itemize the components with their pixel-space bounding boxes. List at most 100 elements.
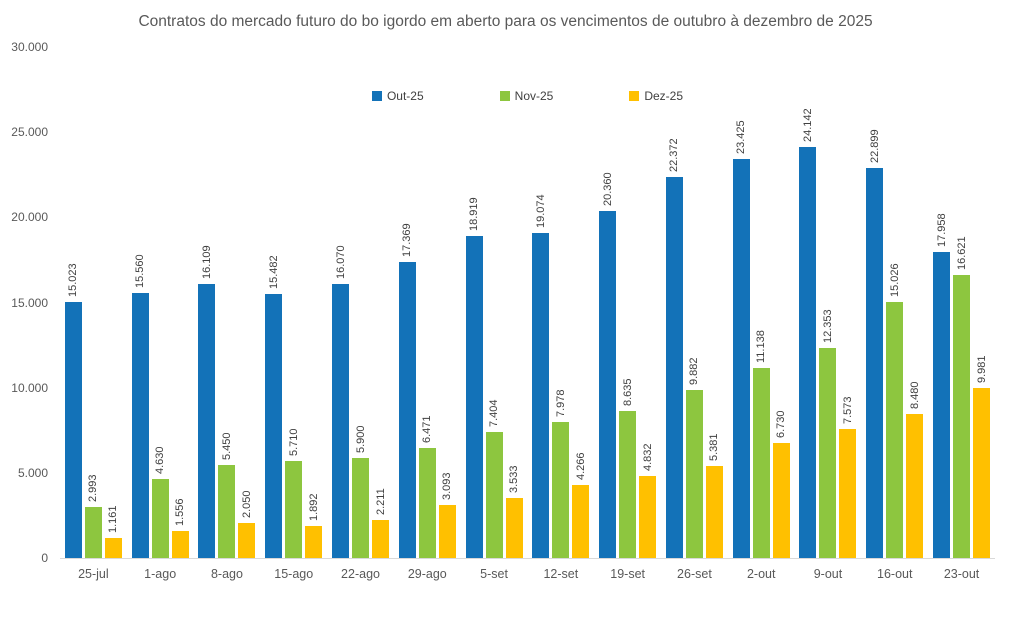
bar-data-label: 2.050 bbox=[240, 490, 253, 518]
bar-data-label: 2.211 bbox=[374, 488, 387, 515]
bar-nov-25-2-out: 11.138 bbox=[752, 330, 770, 558]
bar-data-label: 1.161 bbox=[107, 505, 120, 533]
bar-data-label: 24.142 bbox=[801, 108, 814, 142]
bar-group-26-set: 22.372 9.882 5.381 bbox=[661, 47, 728, 558]
bar-data-label: 16.070 bbox=[334, 245, 347, 279]
bar-data-label: 3.533 bbox=[508, 465, 521, 493]
bar-nov-25-23-out: 16.621 bbox=[953, 236, 971, 558]
bar-nov-25-8-ago: 5.450 bbox=[218, 432, 236, 558]
bar-data-label: 4.832 bbox=[641, 443, 654, 471]
bar-dez-25-12-set: 4.266 bbox=[572, 452, 590, 558]
bar-data-label: 4.266 bbox=[574, 452, 587, 480]
bar-dez-25-22-ago: 2.211 bbox=[372, 488, 390, 558]
bar-data-label: 5.710 bbox=[287, 428, 300, 456]
chart-title: Contratos do mercado futuro do bo igordo… bbox=[138, 13, 873, 30]
x-axis: 25-jul 1-ago 8-ago 15-ago 22-ago 29-ago 5-set 1… bbox=[60, 567, 995, 581]
x-axis-tick-label: 23-out bbox=[943, 567, 980, 581]
x-axis-tick-label: 29-ago bbox=[407, 567, 447, 581]
bar-out-25-26-set: 22.372 bbox=[665, 138, 683, 558]
bar-nov-25-19-set: 8.635 bbox=[619, 378, 637, 558]
bar-data-label: 20.360 bbox=[601, 172, 614, 206]
bar-out-25-15-ago: 15.482 bbox=[265, 255, 283, 558]
legend-label: Nov-25 bbox=[514, 89, 554, 103]
bar-data-label: 5.900 bbox=[354, 425, 367, 453]
x-axis-tick-label: 25-jul bbox=[78, 567, 109, 581]
bar-data-label: 5.381 bbox=[708, 433, 721, 461]
bar-dez-25-8-ago: 2.050 bbox=[238, 490, 256, 558]
bar-out-25-5-set: 18.919 bbox=[465, 197, 483, 558]
bar-data-label: 16.109 bbox=[200, 245, 213, 279]
x-axis-tick-label: 15-ago bbox=[274, 567, 314, 581]
bar-data-label: 4.630 bbox=[154, 446, 167, 474]
bar-nov-25-22-ago: 5.900 bbox=[352, 425, 370, 558]
bar-data-label: 7.404 bbox=[488, 399, 501, 427]
bar-group-1-ago: 15.560 4.630 1.556 bbox=[127, 47, 194, 558]
bar-dez-25-15-ago: 1.892 bbox=[305, 493, 323, 558]
bar-data-label: 8.480 bbox=[908, 381, 921, 409]
x-axis-tick-label: 2-out bbox=[746, 567, 776, 581]
bar-out-25-2-out: 23.425 bbox=[732, 120, 750, 558]
legend-swatch-icon bbox=[499, 91, 510, 101]
bar-nov-25-29-ago: 6.471 bbox=[418, 415, 436, 558]
bar-data-label: 7.573 bbox=[841, 396, 854, 424]
bar-group-9-out: 24.142 12.353 7.573 bbox=[795, 47, 862, 558]
bar-out-25-8-ago: 16.109 bbox=[198, 245, 216, 558]
bar-data-label: 5.450 bbox=[220, 432, 233, 460]
bar-group-25-jul: 15.023 2.993 1.161 bbox=[60, 47, 127, 558]
y-axis-tick-label: 25.000 bbox=[11, 125, 48, 140]
bar-dez-25-2-out: 6.730 bbox=[772, 410, 790, 558]
x-axis-tick-label: 26-set bbox=[677, 567, 712, 581]
y-axis-tick-label: 0 bbox=[41, 551, 48, 565]
bar-out-25-12-set: 19.074 bbox=[532, 194, 550, 558]
bar-out-25-23-out: 17.958 bbox=[933, 213, 951, 558]
bar-data-label: 17.958 bbox=[935, 213, 948, 247]
bar-group-16-out: 22.899 15.026 8.480 bbox=[861, 47, 928, 558]
bar-dez-25-1-ago: 1.556 bbox=[171, 498, 189, 558]
bar-group-29-ago: 17.369 6.471 3.093 bbox=[394, 47, 461, 558]
x-axis-tick-label: 9-out bbox=[813, 567, 843, 581]
bar-nov-25-9-out: 12.353 bbox=[819, 309, 837, 558]
bar-data-label: 6.471 bbox=[421, 415, 434, 443]
chart-legend: Out-25 Nov-25 Dez-25 bbox=[60, 89, 995, 103]
bar-data-label: 22.372 bbox=[668, 138, 681, 172]
legend-item-dez-25: Dez-25 bbox=[629, 89, 683, 103]
bar-data-label: 12.353 bbox=[821, 309, 834, 343]
legend-label: Dez-25 bbox=[644, 89, 684, 103]
bar-data-label: 15.482 bbox=[267, 255, 280, 289]
x-axis-tick-label: 8-ago bbox=[210, 567, 243, 581]
bar-group-5-set: 18.919 7.404 3.533 bbox=[461, 47, 528, 558]
bar-group-23-out: 17.958 16.621 9.981 bbox=[928, 47, 995, 558]
y-axis-tick-label: 20.000 bbox=[11, 210, 48, 225]
x-axis-tick-label: 12-set bbox=[543, 567, 579, 581]
plot-area: 15.023 2.993 1.161 15.560 4.630 1.556 16.109 5.… bbox=[60, 47, 995, 559]
bar-data-label: 15.560 bbox=[134, 254, 147, 288]
x-axis-tick-label: 5-set bbox=[480, 567, 508, 581]
bar-group-22-ago: 16.070 5.900 2.211 bbox=[327, 47, 394, 558]
bar-nov-25-15-ago: 5.710 bbox=[285, 428, 303, 558]
bar-dez-25-5-set: 3.533 bbox=[505, 465, 523, 558]
bar-data-label: 2.993 bbox=[87, 474, 100, 502]
bar-nov-25-26-set: 9.882 bbox=[685, 357, 703, 558]
legend-label: Out-25 bbox=[386, 89, 424, 103]
bar-dez-25-19-set: 4.832 bbox=[639, 443, 657, 558]
bar-dez-25-16-out: 8.480 bbox=[906, 381, 924, 558]
bar-data-label: 18.919 bbox=[468, 197, 481, 231]
y-axis-tick-label: 10.000 bbox=[11, 380, 48, 395]
bar-nov-25-1-ago: 4.630 bbox=[151, 446, 169, 558]
bar-out-25-9-out: 24.142 bbox=[799, 108, 817, 558]
bar-data-label: 9.882 bbox=[688, 357, 701, 385]
x-axis-tick-label: 22-ago bbox=[341, 567, 380, 581]
bar-nov-25-12-set: 7.978 bbox=[552, 389, 570, 558]
bar-data-label: 23.425 bbox=[735, 120, 748, 154]
bar-group-15-ago: 15.482 5.710 1.892 bbox=[260, 47, 327, 558]
bar-out-25-29-ago: 17.369 bbox=[398, 223, 416, 558]
legend-swatch-icon bbox=[629, 91, 640, 101]
bar-out-25-16-out: 22.899 bbox=[866, 129, 884, 558]
bar-dez-25-29-ago: 3.093 bbox=[438, 472, 456, 558]
bar-data-label: 1.556 bbox=[174, 498, 187, 526]
bar-dez-25-23-out: 9.981 bbox=[973, 355, 991, 558]
bar-group-19-set: 20.360 8.635 4.832 bbox=[594, 47, 661, 558]
bar-group-12-set: 19.074 7.978 4.266 bbox=[527, 47, 594, 558]
bar-data-label: 22.899 bbox=[868, 129, 881, 163]
